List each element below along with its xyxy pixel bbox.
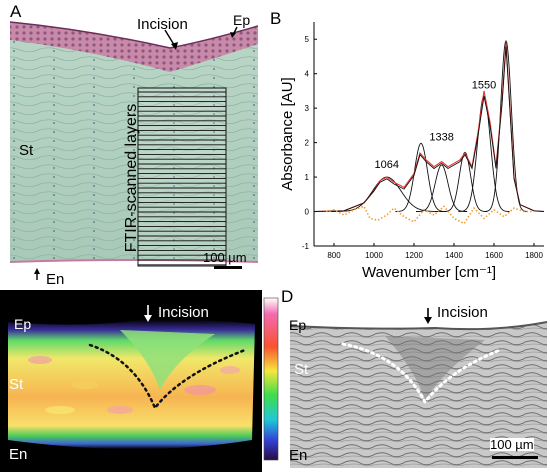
panel-d: D Incision Ep St En 100 µm [281,288,550,472]
incision-arrow-c [144,305,152,322]
ep-arrow-a [230,26,238,38]
panel-b-label: B [270,9,282,28]
panel-c-ftir-map [0,290,279,472]
en-arrow-a [34,268,40,280]
fit-component-peak [330,176,443,212]
fit-component-peak [395,142,447,212]
en-label-c: En [9,446,28,463]
en-label-a: En [46,271,65,288]
panel-c: C Incision Ep St En [0,287,285,472]
scalebar-label-d: 100 µm [490,437,534,452]
ep-label-a: Ep [233,12,251,28]
y-tick-label: 0 [305,208,310,217]
incision-label-a: Incision [137,16,188,33]
series-fit [313,46,545,212]
st-label-c: St [9,376,24,393]
x-tick-label: 1400 [445,251,463,260]
x-tick-label: 800 [327,251,341,260]
scanned-layers-label: FTIR-scanned layers [123,103,140,253]
y-tick-label: 4 [305,70,310,79]
peak-annotation: 1550 [472,80,496,92]
y-tick-label: 3 [305,104,310,113]
y-tick-label: 2 [305,139,310,148]
panel-a-label: A [10,2,22,21]
ep-label-d: Ep [289,317,307,333]
peak-annotation: 1338 [429,131,453,143]
panel-d-scalebar [492,456,538,459]
panel-b: B -1 0 1 2 3 4 5 800 1000 1200 1400 1600 1800 Wavenum… [258,0,550,290]
incision-arrow-d [424,308,432,324]
x-axis-label: Wavenumber [cm⁻¹] [362,264,496,281]
ep-label-c: Ep [14,316,32,332]
y-axis-label: Absorbance [AU] [279,77,296,190]
y-tick-label: 5 [305,35,310,44]
panel-c-label: C [9,287,22,306]
panel-a: A Incision Ep St En FTIR-scanned layers … [0,0,258,290]
x-tick-label: 1000 [365,251,383,260]
panel-a-histology-image [9,5,258,280]
fit-component-peak [484,39,528,212]
incision-outline-d [341,342,502,405]
panel-d-label: D [281,287,294,306]
incision-outline-c [88,343,247,411]
fit-component-peak [442,151,488,212]
panel-d-micrograph [285,290,550,472]
series-residual [325,205,534,225]
scalebar-label-a: 100 µm [203,250,247,265]
y-tick-label: 1 [305,173,310,182]
st-label-d: St [294,361,309,378]
incision-label-d: Incision [437,304,488,321]
absorbance-chart: -1 0 1 2 3 4 5 800 1000 1200 1400 1600 1800 Wavenumbe… [279,22,545,281]
incision-label-c: Incision [158,304,209,321]
panel-a-scalebar [214,266,242,269]
x-tick-label: 1600 [485,251,503,260]
x-tick-label: 1200 [405,251,423,260]
incision-arrow-a [164,29,178,50]
st-label-a: St [19,142,34,159]
scanned-layers-grid [137,87,227,267]
en-label-d: En [289,447,308,464]
colorbar [263,297,279,461]
y-tick-label: -1 [302,242,310,251]
x-tick-label: 1800 [525,251,543,260]
peak-annotation: 1064 [375,159,399,171]
